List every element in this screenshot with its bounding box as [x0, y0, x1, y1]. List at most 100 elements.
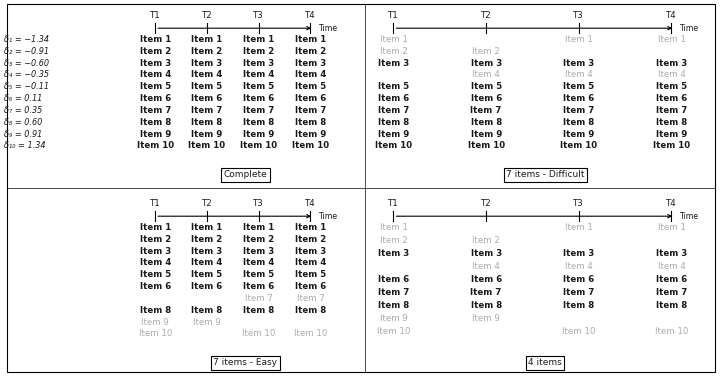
Text: Item 10: Item 10	[562, 327, 596, 337]
Text: Item 1: Item 1	[565, 35, 593, 44]
Text: 4 items: 4 items	[529, 358, 562, 367]
Text: Item 3: Item 3	[295, 59, 326, 68]
Text: Item 4: Item 4	[295, 258, 326, 267]
Text: Item 7: Item 7	[378, 288, 409, 297]
Text: Item 2: Item 2	[472, 236, 500, 245]
Text: Item 8: Item 8	[563, 118, 594, 127]
Text: δ₂ = −0.91: δ₂ = −0.91	[4, 47, 48, 56]
Text: Item 2: Item 2	[380, 236, 407, 245]
Text: Item 1: Item 1	[658, 223, 685, 232]
Text: Complete: Complete	[224, 170, 267, 179]
Text: T2: T2	[201, 11, 212, 20]
Text: Time: Time	[679, 24, 697, 33]
Text: Item 9: Item 9	[139, 129, 171, 138]
Text: Item 2: Item 2	[295, 235, 326, 244]
Text: Item 8: Item 8	[471, 118, 502, 127]
Text: T2: T2	[201, 199, 212, 208]
Text: 7 items - Difficult: 7 items - Difficult	[506, 170, 584, 179]
Text: Item 8: Item 8	[656, 118, 687, 127]
Text: Item 6: Item 6	[295, 282, 326, 291]
Text: T4: T4	[305, 11, 316, 20]
Text: Item 10: Item 10	[188, 141, 225, 150]
Text: Item 6: Item 6	[656, 94, 687, 103]
Text: Item 9: Item 9	[193, 317, 221, 326]
Text: Item 6: Item 6	[243, 94, 274, 103]
Text: Item 6: Item 6	[378, 94, 409, 103]
Text: Item 4: Item 4	[243, 70, 274, 79]
Text: Item 2: Item 2	[191, 47, 222, 56]
Text: Item 8: Item 8	[378, 118, 409, 127]
Text: Item 9: Item 9	[471, 129, 502, 138]
Text: Item 1: Item 1	[658, 35, 685, 44]
Text: Item 4: Item 4	[243, 258, 274, 267]
Text: Item 6: Item 6	[563, 94, 594, 103]
Text: Item 4: Item 4	[295, 70, 326, 79]
Text: T1: T1	[388, 199, 399, 208]
Text: Item 4: Item 4	[472, 70, 500, 79]
Text: Item 4: Item 4	[139, 70, 171, 79]
Text: Item 5: Item 5	[191, 270, 222, 279]
Text: Item 3: Item 3	[139, 247, 171, 256]
Text: Item 2: Item 2	[295, 47, 326, 56]
Text: δ₁₀ = 1.34: δ₁₀ = 1.34	[4, 141, 45, 150]
Text: δ₁ = −1.34: δ₁ = −1.34	[4, 35, 48, 44]
Text: Item 4: Item 4	[565, 70, 593, 79]
Text: Item 10: Item 10	[377, 327, 410, 337]
Text: Item 7: Item 7	[139, 106, 171, 115]
Text: Item 3: Item 3	[243, 247, 274, 256]
Text: T1: T1	[150, 199, 160, 208]
Text: Item 9: Item 9	[380, 314, 407, 323]
Text: Item 5: Item 5	[471, 82, 502, 91]
Text: Item 5: Item 5	[243, 82, 274, 91]
Text: Item 1: Item 1	[243, 35, 274, 44]
Text: Item 1: Item 1	[295, 223, 326, 232]
Text: Item 4: Item 4	[472, 262, 500, 271]
Text: Item 10: Item 10	[468, 141, 505, 150]
Text: Item 1: Item 1	[243, 223, 274, 232]
Text: Item 9: Item 9	[191, 129, 222, 138]
Text: Item 10: Item 10	[294, 329, 327, 338]
Text: Item 5: Item 5	[563, 82, 594, 91]
Text: Item 5: Item 5	[243, 270, 274, 279]
Text: 7 items - Easy: 7 items - Easy	[214, 358, 277, 367]
Text: Item 7: Item 7	[378, 106, 409, 115]
Text: Item 6: Item 6	[295, 94, 326, 103]
Text: Item 9: Item 9	[656, 129, 687, 138]
Text: Item 3: Item 3	[471, 249, 502, 258]
Text: Item 8: Item 8	[243, 306, 274, 315]
Text: Item 10: Item 10	[655, 327, 688, 337]
Text: δ₈ = 0.60: δ₈ = 0.60	[4, 118, 42, 127]
Text: Item 3: Item 3	[563, 249, 594, 258]
Text: Item 7: Item 7	[563, 288, 594, 297]
Text: Item 1: Item 1	[295, 35, 326, 44]
Text: Item 7: Item 7	[563, 106, 594, 115]
Text: Item 9: Item 9	[142, 317, 169, 326]
Text: T3: T3	[253, 199, 264, 208]
Text: Item 6: Item 6	[139, 94, 171, 103]
Text: Time: Time	[679, 212, 697, 221]
Text: Item 5: Item 5	[191, 82, 222, 91]
Text: Time: Time	[318, 212, 336, 221]
Text: Item 5: Item 5	[295, 270, 326, 279]
Text: Item 9: Item 9	[563, 129, 594, 138]
Text: Item 4: Item 4	[191, 258, 222, 267]
Text: Time: Time	[318, 24, 336, 33]
Text: Item 6: Item 6	[191, 94, 222, 103]
Text: T1: T1	[150, 11, 160, 20]
Text: Item 2: Item 2	[139, 47, 171, 56]
Text: Item 6: Item 6	[139, 282, 171, 291]
Text: Item 6: Item 6	[563, 275, 594, 284]
Text: Item 3: Item 3	[191, 247, 222, 256]
Text: T3: T3	[253, 11, 264, 20]
Text: T3: T3	[573, 11, 584, 20]
Text: Item 3: Item 3	[243, 59, 274, 68]
Text: Item 5: Item 5	[139, 82, 171, 91]
Text: Item 9: Item 9	[378, 129, 409, 138]
Text: Item 8: Item 8	[471, 301, 502, 310]
Text: Item 10: Item 10	[375, 141, 412, 150]
Text: Item 8: Item 8	[191, 306, 222, 315]
Text: Item 1: Item 1	[380, 223, 407, 232]
Text: T4: T4	[305, 199, 316, 208]
Text: Item 3: Item 3	[563, 59, 594, 68]
Text: Item 8: Item 8	[139, 306, 171, 315]
